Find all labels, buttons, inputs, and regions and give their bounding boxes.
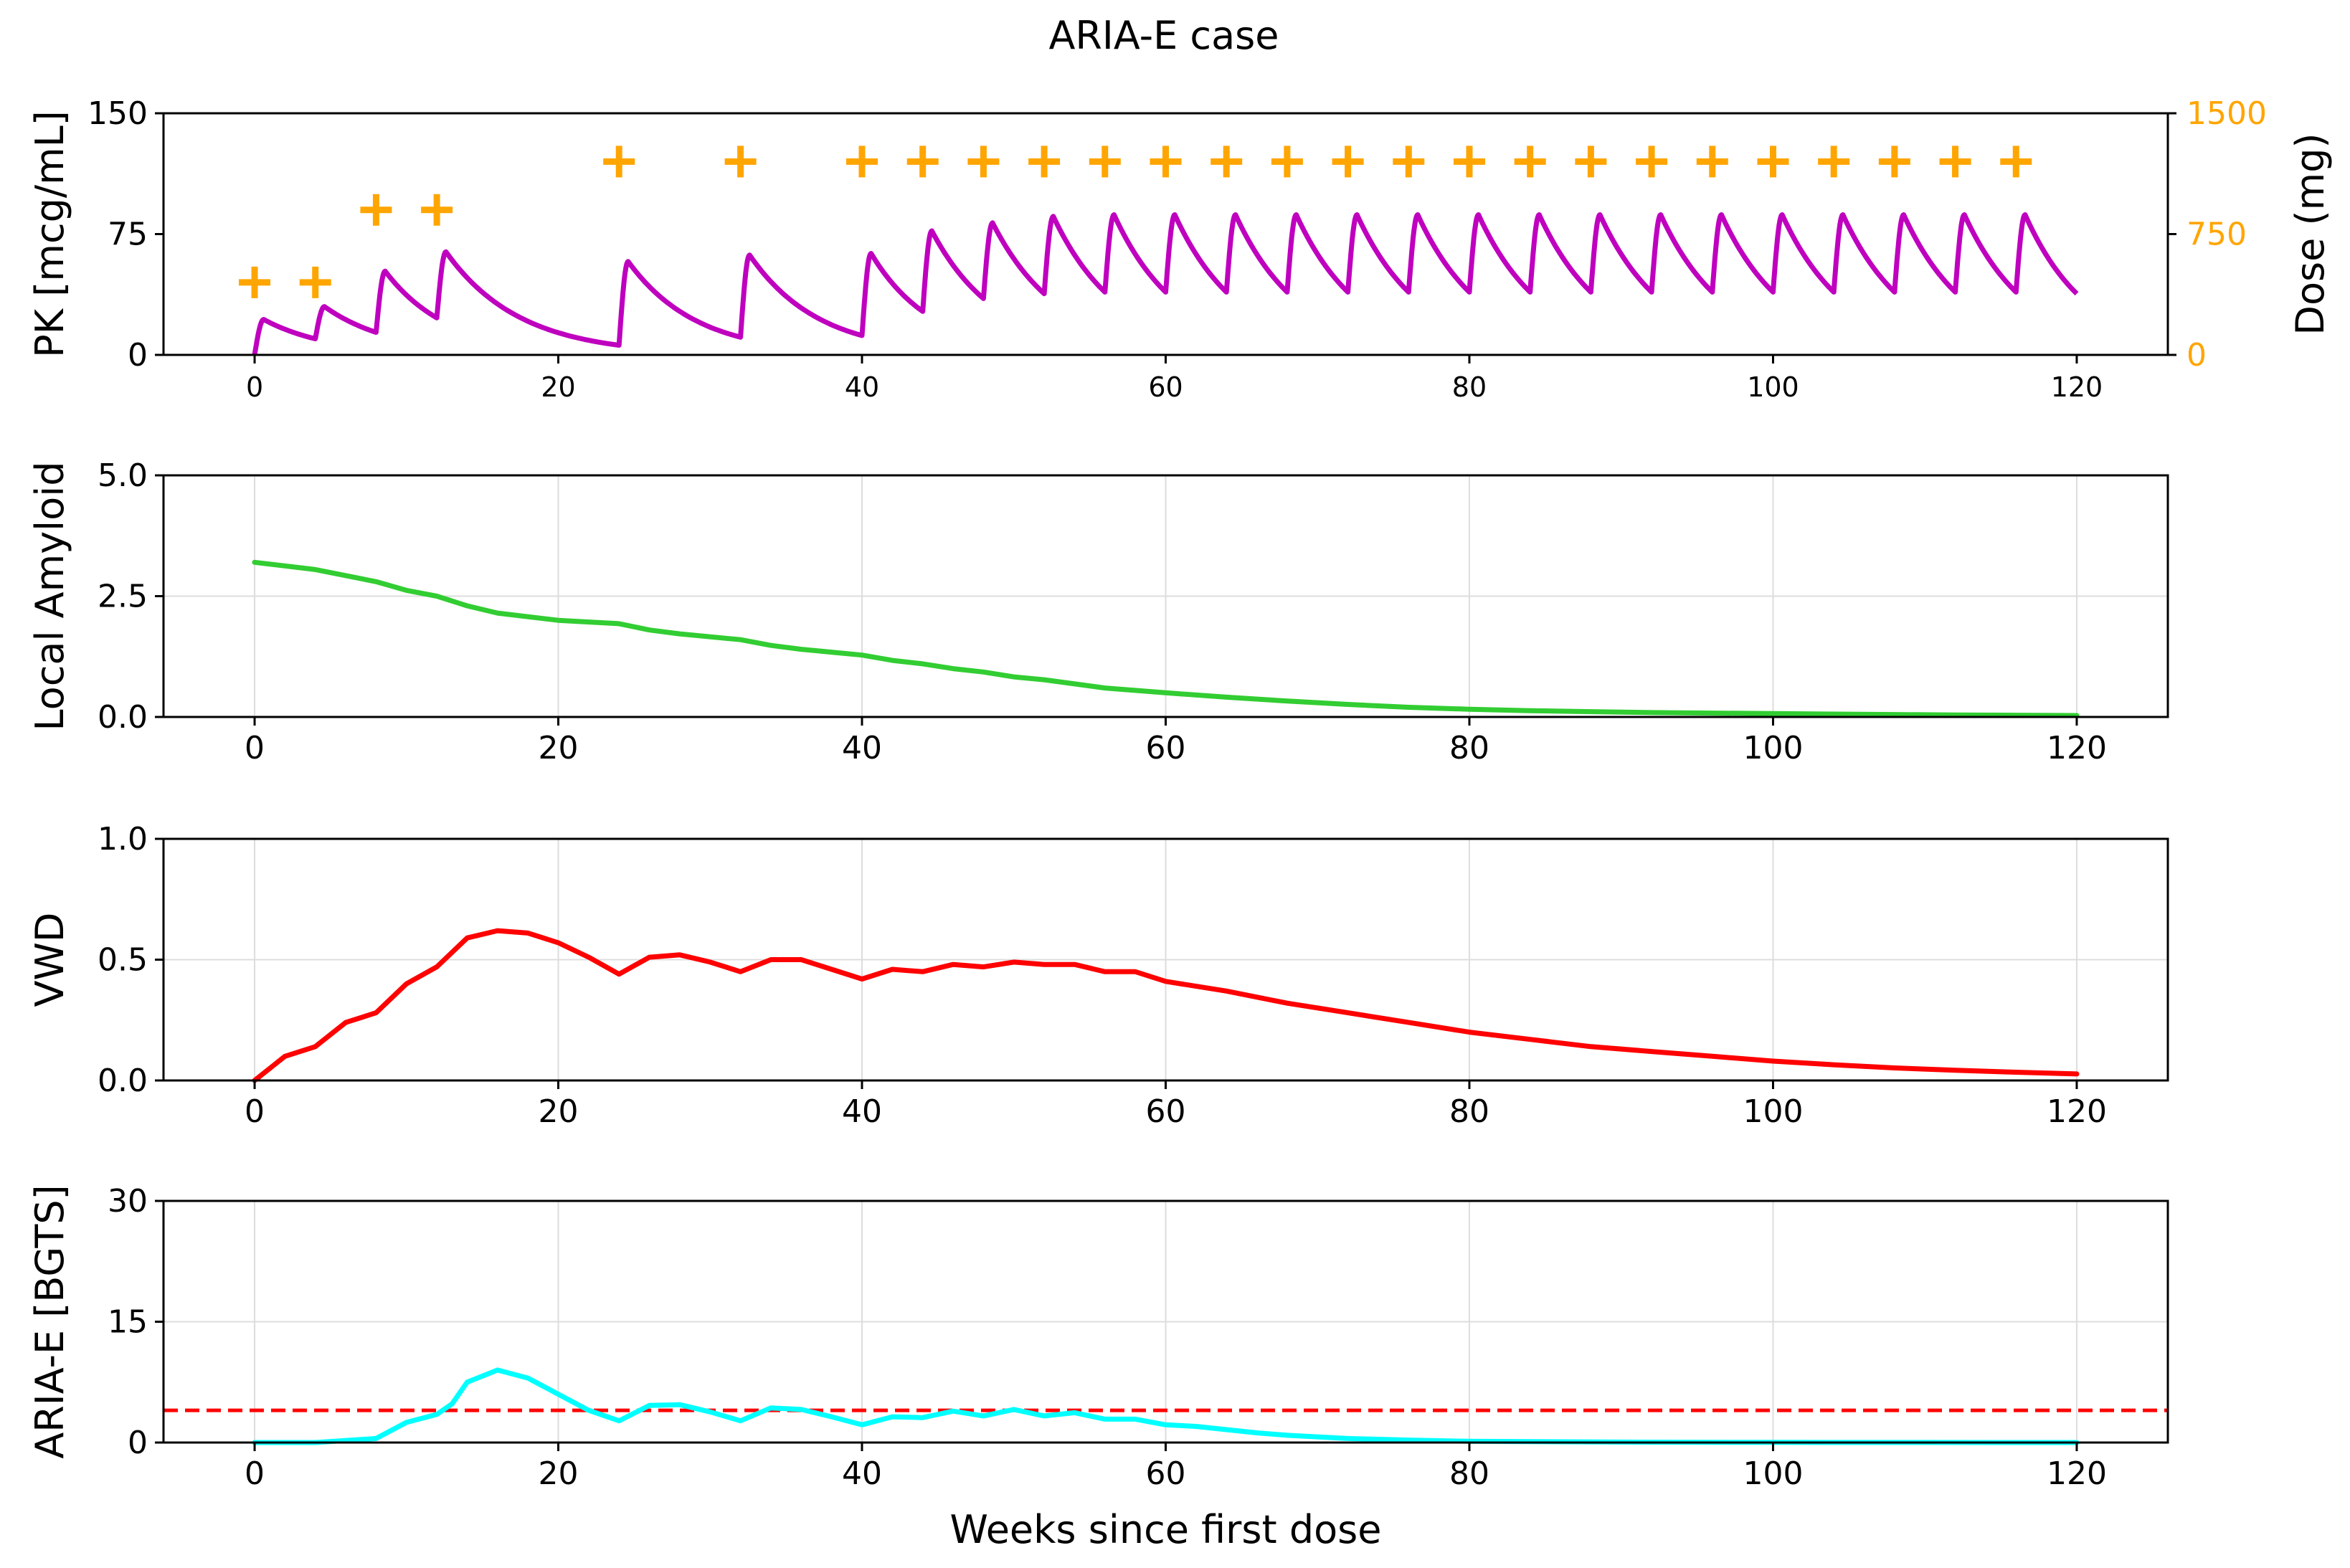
x-tick-label: 100: [1743, 1093, 1803, 1130]
dose-marker: [724, 146, 757, 178]
dose-marker: [1271, 146, 1303, 178]
x-tick-label: 80: [1449, 1093, 1489, 1130]
dose-marker: [299, 266, 331, 298]
dose-marker: [2000, 146, 2032, 178]
y-tick-label: 30: [108, 1183, 148, 1220]
y-tick-label: 1.0: [98, 821, 148, 857]
x-tick-label: 60: [1146, 1455, 1186, 1492]
x-tick-label: 0: [245, 730, 265, 766]
y-axis-label: PK [mcg/mL]: [27, 110, 72, 358]
x-tick-label: 0: [245, 1093, 265, 1130]
x-tick-label: 20: [539, 1093, 579, 1130]
y-tick-label: 15: [108, 1304, 148, 1341]
dose-marker: [1514, 146, 1546, 178]
y-tick-label: 0.0: [98, 1063, 148, 1099]
dose-marker: [239, 266, 271, 298]
x-tick-label: 60: [1146, 730, 1186, 766]
dose-marker: [1393, 146, 1425, 178]
panel-pk: 0 20 40 60 80 100 120 0 75 150 PK [mcg/mL] 0 750 1500…: [27, 95, 2333, 403]
x-tick-label: 100: [1743, 730, 1803, 766]
dose-marker: [1210, 146, 1243, 178]
x-tick-label: 40: [842, 1455, 882, 1492]
x-tick-label: 100: [1747, 371, 1799, 403]
dose-marker: [1028, 146, 1061, 178]
amyloid-series-line: [252, 559, 2080, 718]
y2-tick-label: 750: [2186, 217, 2247, 253]
x-tick-label: 20: [541, 371, 575, 403]
y-tick-label: 150: [87, 95, 148, 132]
y-tick-label: 0: [128, 337, 148, 374]
panel-amyloid: 0 20 40 60 80 100 120 0.0 2.5 5.0 Local Amyloid: [27, 457, 2169, 766]
x-tick-label: 120: [2047, 1455, 2107, 1492]
y-tick-label: 0.5: [98, 942, 148, 979]
dose-marker: [1089, 146, 1121, 178]
y2-tick-label: 0: [2186, 337, 2207, 374]
x-tick-label: 20: [539, 730, 579, 766]
dose-marker: [1332, 146, 1364, 178]
y-tick-label: 0: [128, 1425, 148, 1461]
x-tick-label: 20: [539, 1455, 579, 1492]
x-axis-label: Weeks since first dose: [949, 1507, 1381, 1552]
dose-marker: [846, 146, 878, 178]
dose-marker: [967, 146, 1000, 178]
x-tick-label: 120: [2047, 1093, 2107, 1130]
y2-tick-label: 1500: [2186, 95, 2267, 132]
pk-series-line: [252, 212, 2079, 356]
y-tick-label: 75: [108, 217, 148, 253]
dose-marker: [603, 146, 635, 178]
y-tick-label: 0.0: [98, 699, 148, 736]
y-tick-label: 2.5: [98, 579, 148, 615]
figure-title: ARIA-E case: [1048, 13, 1279, 58]
y-axis-label: ARIA-E [BGTS]: [27, 1184, 72, 1458]
dose-marker: [1453, 146, 1485, 178]
x-tick-label: 80: [1452, 371, 1487, 403]
panel-vwd: 0 20 40 60 80 100 120 0.0 0.5 1.0 VWD: [27, 821, 2169, 1130]
dose-marker: [1757, 146, 1789, 178]
panel-aria: 0 20 40 60 80 100 120 0 15 30 ARIA-E [BGTS] Weeks s…: [27, 1183, 2169, 1552]
x-tick-label: 0: [246, 371, 263, 403]
aria-series-line: [252, 1367, 2080, 1445]
x-tick-label: 80: [1449, 730, 1489, 766]
dose-marker: [1575, 146, 1607, 178]
dose-marker: [1636, 146, 1668, 178]
x-tick-label: 0: [245, 1455, 265, 1492]
x-tick-label: 120: [2047, 730, 2107, 766]
x-tick-label: 60: [1146, 1093, 1186, 1130]
vwd-series-line: [252, 928, 2080, 1083]
y-axis-label: Local Amyloid: [27, 462, 72, 731]
dose-marker: [1150, 146, 1182, 178]
dose-marker: [1696, 146, 1728, 178]
y2-axis-label: Dose (mg): [2288, 133, 2333, 335]
x-tick-label: 120: [2051, 371, 2103, 403]
dose-marker: [906, 146, 939, 178]
y-tick-label: 5.0: [98, 457, 148, 494]
x-tick-label: 40: [845, 371, 879, 403]
x-tick-label: 40: [842, 730, 882, 766]
dose-marker: [1878, 146, 1910, 178]
x-tick-label: 100: [1743, 1455, 1803, 1492]
x-tick-label: 40: [842, 1093, 882, 1130]
dose-marker: [360, 194, 392, 226]
dose-marker: [1939, 146, 1971, 178]
dose-marker: [421, 194, 453, 226]
y-axis-label: VWD: [27, 913, 72, 1007]
x-tick-label: 60: [1148, 371, 1183, 403]
x-tick-label: 80: [1449, 1455, 1489, 1492]
dose-marker: [1818, 146, 1850, 178]
